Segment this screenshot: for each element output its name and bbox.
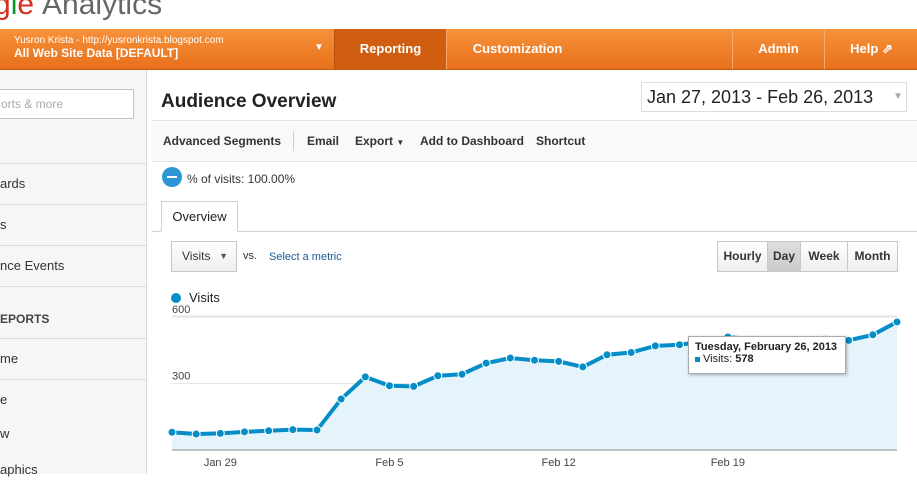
x-tick-label: Feb 5 xyxy=(375,457,403,469)
data-point xyxy=(433,371,443,381)
data-point xyxy=(215,428,225,438)
report-toolbar: Advanced Segments Email Export ▼ Add to … xyxy=(152,120,917,162)
sidebar-item-label: nce Events xyxy=(0,258,65,273)
chevron-down-icon: ▼ xyxy=(219,251,228,261)
date-range-label: Jan 27, 2013 - Feb 26, 2013 xyxy=(647,87,874,107)
data-point xyxy=(481,358,491,368)
sidebar-item-overview[interactable]: w xyxy=(0,426,10,441)
tab-reporting[interactable]: Reporting xyxy=(334,29,447,69)
granularity-week-button[interactable]: Week xyxy=(800,241,848,272)
account-selector[interactable]: Yusron Krista - http://yusronkrista.blog… xyxy=(14,35,224,60)
segment-label: % of visits: 100.00% xyxy=(187,172,296,186)
tooltip-date: Tuesday, February 26, 2013 xyxy=(695,341,838,353)
data-point xyxy=(360,372,370,382)
data-point xyxy=(578,362,588,372)
data-point xyxy=(505,353,515,363)
profile-name: All Web Site Data [DEFAULT] xyxy=(14,46,179,60)
granularity-day-button[interactable]: Day xyxy=(767,241,801,272)
tooltip-metric: Visits: xyxy=(703,353,733,365)
chart-tooltip: Tuesday, February 26, 2013 Visits: 578 xyxy=(688,336,846,374)
page-title: Audience Overview xyxy=(161,91,337,112)
legend-label: Visits xyxy=(189,290,220,305)
date-range-picker[interactable]: Jan 27, 2013 - Feb 26, 2013 ▼ xyxy=(641,82,907,112)
sidebar-item-intelligence-events[interactable]: nce Events xyxy=(0,245,146,286)
product-name: Analytics xyxy=(42,0,163,21)
top-nav: Yusron Krista - http://yusronkrista.blog… xyxy=(0,29,917,70)
sidebar-item-demographics[interactable]: aphics xyxy=(0,462,38,477)
data-point xyxy=(336,394,346,404)
data-point xyxy=(675,340,684,350)
series-marker xyxy=(695,356,700,362)
metric-select[interactable]: Visits ▼ xyxy=(171,241,237,272)
data-point xyxy=(167,427,177,437)
sidebar: orts & more ards s nce Events EPORTS me … xyxy=(0,70,147,477)
data-point xyxy=(191,429,201,439)
data-point xyxy=(385,381,394,391)
external-link-icon: ⇗ xyxy=(881,41,893,56)
google-analytics-logo[interactable]: gle Analytics xyxy=(0,0,162,22)
data-point xyxy=(650,341,660,351)
data-point xyxy=(602,350,612,360)
email-button[interactable]: Email xyxy=(307,134,340,148)
select-metric-link[interactable]: Select a metric xyxy=(269,251,342,263)
tooltip-value: 578 xyxy=(735,353,754,365)
data-point xyxy=(530,355,539,365)
data-point xyxy=(868,330,878,340)
y-tick-label: 600 xyxy=(172,305,190,316)
tooltip-value-row: Visits: 578 xyxy=(695,353,839,365)
sidebar-item-label: s xyxy=(0,217,7,232)
data-point xyxy=(409,381,419,391)
x-tick-label: Feb 19 xyxy=(711,457,745,469)
sidebar-item-dashboards[interactable]: ards xyxy=(0,163,146,204)
tab-customization[interactable]: Customization xyxy=(446,29,588,69)
visits-chart[interactable]: 300 600 Jan 29 Feb 5 Feb 12 Feb 19 xyxy=(152,305,917,474)
data-point xyxy=(626,348,636,358)
sidebar-item-label: me xyxy=(0,351,19,366)
sidebar-section: EPORTS xyxy=(0,286,146,337)
help-label: Help xyxy=(850,41,879,56)
tabs-divider xyxy=(152,231,917,232)
sidebar-subtree: e w aphics xyxy=(0,379,146,492)
sidebar-item-shortcuts[interactable]: s xyxy=(0,204,146,245)
account-name: Yusron Krista - http://yusronkrista.blog… xyxy=(14,35,224,46)
toolbar-divider xyxy=(293,131,294,151)
export-button[interactable]: Export ▼ xyxy=(355,121,404,161)
data-point xyxy=(288,425,298,435)
data-point xyxy=(457,369,467,379)
export-label: Export xyxy=(355,134,394,148)
data-point xyxy=(264,426,274,436)
tab-help[interactable]: Help ⇗ xyxy=(824,29,917,69)
data-point xyxy=(312,425,322,435)
chevron-down-icon[interactable]: ▼ xyxy=(314,42,324,53)
sidebar-item-audience[interactable]: e xyxy=(0,392,8,407)
data-point xyxy=(554,356,564,366)
add-to-dashboard-button[interactable]: Add to Dashboard xyxy=(420,134,524,148)
sidebar-item-home[interactable]: me xyxy=(0,338,146,379)
x-tick-label: Jan 29 xyxy=(204,457,237,469)
sidebar-item-label: ards xyxy=(0,176,26,191)
brand-header: gle Analytics xyxy=(0,0,917,29)
vs-label: vs. xyxy=(243,250,258,262)
chevron-down-icon: ▼ xyxy=(396,138,405,147)
shortcut-button[interactable]: Shortcut xyxy=(536,134,586,148)
x-tick-label: Feb 12 xyxy=(542,457,576,469)
chevron-down-icon: ▼ xyxy=(893,91,903,102)
metric-select-value: Visits xyxy=(182,249,211,263)
granularity-hourly-button[interactable]: Hourly xyxy=(717,241,768,272)
data-point xyxy=(892,317,902,327)
advanced-segments-button[interactable]: Advanced Segments xyxy=(163,134,282,148)
tab-admin[interactable]: Admin xyxy=(732,29,824,69)
segment-icon[interactable] xyxy=(162,167,182,187)
y-tick-label: 300 xyxy=(172,371,190,383)
granularity-month-button[interactable]: Month xyxy=(847,241,898,272)
tab-overview[interactable]: Overview xyxy=(161,201,238,232)
data-point xyxy=(240,427,249,437)
search-input[interactable]: orts & more xyxy=(0,89,134,119)
legend-marker xyxy=(171,293,181,303)
sidebar-section-header: EPORTS xyxy=(0,312,50,326)
